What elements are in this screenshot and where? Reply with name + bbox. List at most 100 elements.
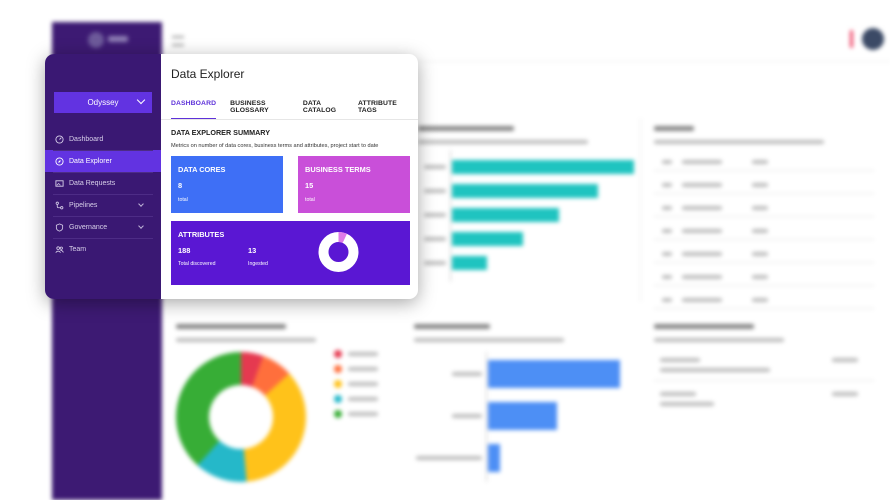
chevron-down-icon (138, 201, 144, 207)
background-row-divider (654, 170, 874, 171)
sidebar-nav: Dashboard Data Explorer Data Requests Pi… (45, 128, 161, 260)
background-list-text (660, 392, 696, 396)
background-panel-subtitle (414, 338, 564, 342)
background-cell (662, 229, 672, 233)
compass-icon (55, 156, 64, 166)
data-cores-caption: total (178, 197, 188, 203)
background-cell (752, 206, 768, 210)
background-list-text (660, 358, 700, 362)
dashboard-icon (55, 134, 64, 144)
business-terms-caption: total (305, 197, 315, 203)
sidebar-item-label: Governance (69, 223, 108, 231)
sidebar-item-team[interactable]: Team (45, 238, 161, 260)
background-list-text (660, 402, 714, 406)
background-axis (486, 352, 487, 482)
background-list-divider (654, 380, 874, 381)
sidebar-item-pipelines[interactable]: Pipelines (45, 194, 161, 216)
background-legend-dot (334, 380, 342, 388)
chevron-down-icon (136, 95, 146, 105)
attributes-discovered-caption: Total discovered (178, 261, 216, 267)
background-legend-dot (334, 350, 342, 358)
background-donut-hole (209, 385, 273, 449)
background-row-divider (654, 216, 874, 217)
background-cell (682, 183, 722, 187)
background-legend-dot (334, 365, 342, 373)
background-legend-label (348, 412, 378, 416)
sidebar-item-label: Data Explorer (69, 157, 112, 165)
background-bar-label (452, 414, 482, 418)
data-cores-tile[interactable]: DATA CORES 8 total (171, 156, 283, 213)
background-bar-label (424, 189, 446, 193)
background-cell (682, 229, 722, 233)
background-cell (662, 160, 672, 164)
background-bar (488, 444, 500, 472)
background-cell (752, 298, 768, 302)
background-row-divider (654, 262, 874, 263)
background-cell (752, 160, 768, 164)
background-bar-label (416, 456, 482, 460)
background-bar-label (424, 261, 446, 265)
image-icon (55, 179, 64, 187)
attributes-ingested-value: 13 (248, 246, 257, 255)
background-bar (452, 256, 487, 270)
background-list-text (832, 392, 858, 396)
sidebar-item-data-requests[interactable]: Data Requests (45, 172, 161, 194)
background-cell (662, 183, 672, 187)
tab-business-glossary[interactable]: BUSINESS GLOSSARY (230, 100, 269, 114)
background-panel-subtitle (654, 338, 784, 342)
sidebar-item-label: Data Requests (69, 179, 116, 187)
background-cell (682, 275, 722, 279)
background-bar-label (452, 372, 482, 376)
background-bar (452, 232, 523, 246)
background-cell (662, 298, 672, 302)
donut-ingested-arc (318, 232, 359, 272)
business-terms-tile[interactable]: BUSINESS TERMS 15 total (298, 156, 410, 213)
page-title: Data Explorer (171, 67, 245, 81)
chevron-down-icon (138, 223, 144, 229)
background-cell (662, 252, 672, 256)
sidebar-item-label: Dashboard (69, 135, 104, 143)
attributes-donut-chart (318, 232, 359, 272)
shield-icon (55, 222, 64, 232)
background-legend-label (348, 382, 378, 386)
background-notification-icon (850, 30, 853, 48)
background-list-text (832, 358, 858, 362)
background-bar (488, 360, 620, 388)
tab-divider (161, 119, 418, 120)
background-axis (450, 150, 451, 282)
business-terms-value: 15 (305, 181, 314, 190)
background-legend-label (348, 397, 378, 401)
background-cell (662, 206, 672, 210)
tab-attribute-tags[interactable]: ATTRIBUTE TAGS (357, 100, 397, 114)
project-select-label: Odyssey (87, 98, 119, 107)
team-icon (55, 245, 64, 253)
tab-dashboard[interactable]: DASHBOARD (171, 100, 217, 119)
background-panel-title (414, 324, 490, 329)
background-bar-label (424, 237, 446, 241)
background-cell (752, 275, 768, 279)
background-panel-title (418, 126, 514, 131)
sidebar-item-dashboard[interactable]: Dashboard (45, 128, 161, 150)
background-legend-dot (334, 395, 342, 403)
background-legend-label (348, 352, 378, 356)
sidebar: Odyssey Dashboard Data Explorer Data Req… (45, 54, 161, 299)
attributes-tile[interactable]: ATTRIBUTES 188 Total discovered 13 Inges… (171, 221, 410, 285)
background-panel-title (654, 126, 694, 131)
sidebar-item-governance[interactable]: Governance (45, 216, 161, 238)
background-cell (682, 252, 722, 256)
sidebar-item-label: Team (69, 245, 87, 253)
tab-data-catalog[interactable]: DATA CATALOG (302, 100, 337, 114)
background-cell (682, 206, 722, 210)
background-logo (88, 32, 104, 48)
sidebar-item-data-explorer[interactable]: Data Explorer (45, 150, 161, 172)
data-explorer-card: Odyssey Dashboard Data Explorer Data Req… (45, 54, 418, 299)
background-cell (752, 252, 768, 256)
sidebar-item-label: Pipelines (69, 201, 98, 209)
background-row-divider (654, 308, 874, 309)
background-bar-label (424, 213, 446, 217)
background-bar-label (424, 165, 446, 169)
data-cores-title: DATA CORES (178, 165, 226, 174)
project-select[interactable]: Odyssey (54, 92, 152, 113)
background-menu-icon (172, 36, 184, 46)
attributes-discovered-value: 188 (178, 246, 191, 255)
